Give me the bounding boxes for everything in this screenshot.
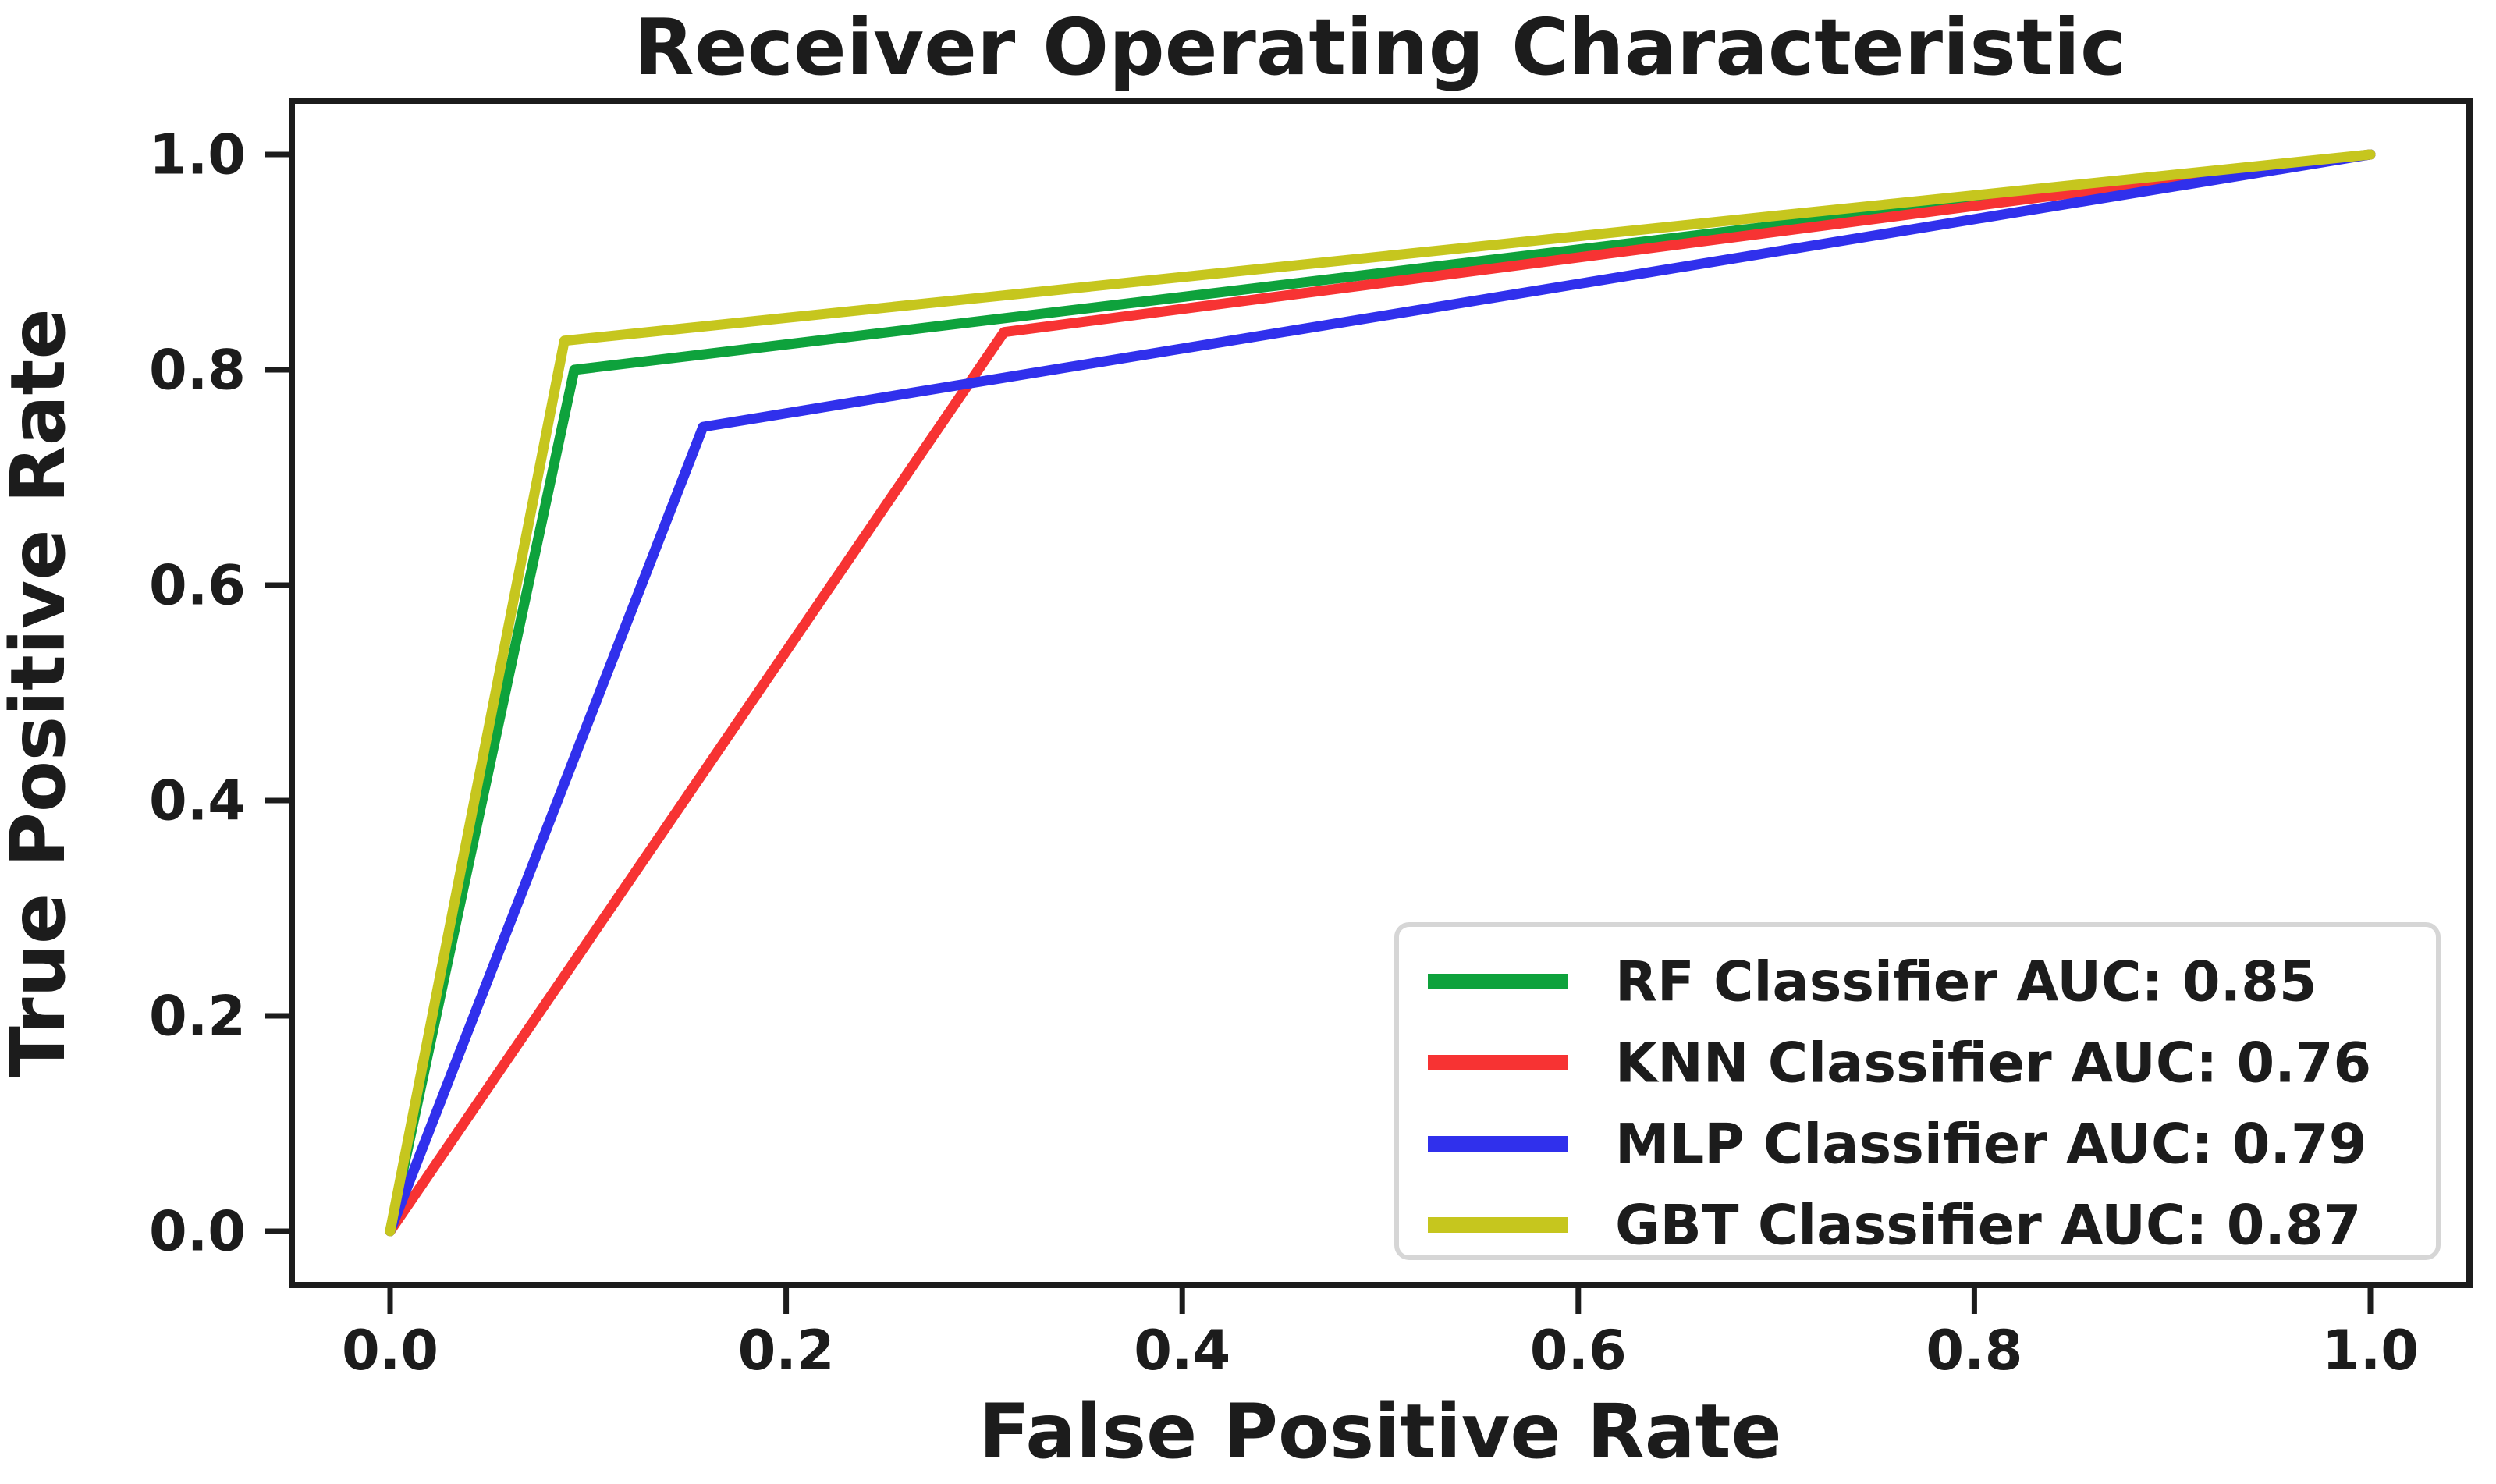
legend-label-rf: RF Classifier AUC: 0.85 <box>1615 950 2317 1014</box>
legend-label-gbt: GBT Classifier AUC: 0.87 <box>1615 1194 2361 1258</box>
legend-row-rf: RF Classifier AUC: 0.85 <box>1428 950 2317 1014</box>
roc-curve-mlp <box>385 149 2376 1237</box>
x-tick-label: 0.6 <box>1530 1319 1627 1383</box>
y-tick-label: 0.6 <box>149 554 246 618</box>
x-axis-ticks: 0.0 0.2 0.4 0.6 0.8 1.0 <box>342 1287 2419 1383</box>
legend-row-gbt: GBT Classifier AUC: 0.87 <box>1428 1194 2361 1258</box>
x-tick-label: 0.4 <box>1134 1319 1230 1383</box>
legend-label-mlp: MLP Classifier AUC: 0.79 <box>1615 1113 2366 1177</box>
legend-label-knn: KNN Classifier AUC: 0.76 <box>1615 1031 2371 1095</box>
legend-row-mlp: MLP Classifier AUC: 0.79 <box>1428 1113 2366 1177</box>
y-tick-label: 0.8 <box>149 339 246 403</box>
legend-row-knn: KNN Classifier AUC: 0.76 <box>1428 1031 2371 1095</box>
y-tick-label: 1.0 <box>149 123 246 187</box>
legend-box <box>1394 922 2441 1260</box>
x-tick-label: 1.0 <box>2322 1319 2419 1383</box>
legend: RF Classifier AUC: 0.85 KNN Classifier A… <box>1394 922 2441 1260</box>
x-axis-label: False Positive Rate <box>978 1388 1781 1475</box>
y-tick-label: 0.4 <box>149 769 246 833</box>
x-tick-label: 0.2 <box>738 1319 835 1383</box>
y-axis-ticks: 0.0 0.2 0.4 0.6 0.8 1.0 <box>149 123 290 1264</box>
roc-curve-gbt <box>385 149 2376 1237</box>
roc-curves <box>385 149 2376 1237</box>
roc-curve-rf <box>385 149 2376 1237</box>
x-tick-label: 0.8 <box>1926 1319 2022 1383</box>
y-tick-label: 0.2 <box>149 985 246 1049</box>
x-tick-label: 0.0 <box>342 1319 438 1383</box>
chart-title: Receiver Operating Characteristic <box>634 2 2126 93</box>
y-tick-label: 0.0 <box>149 1200 246 1264</box>
y-axis-label: True Positive Rate <box>0 308 82 1077</box>
roc-curve-knn <box>385 149 2376 1237</box>
